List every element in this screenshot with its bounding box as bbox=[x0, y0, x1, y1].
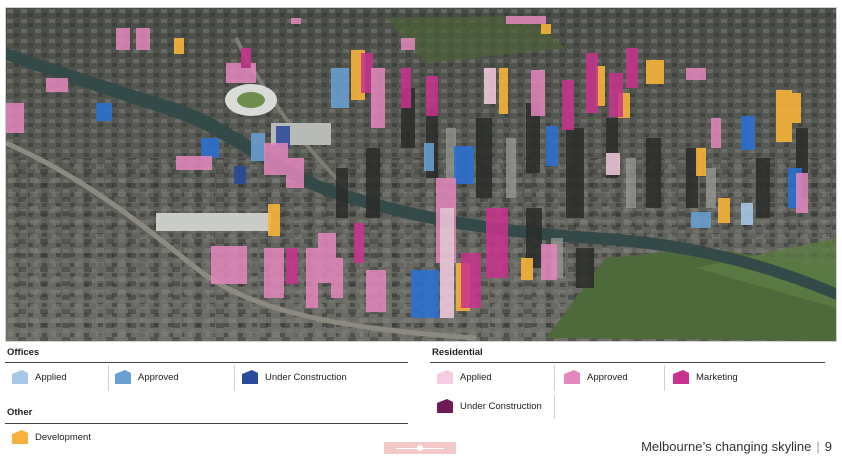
offices-approved-swatch-icon bbox=[115, 370, 131, 384]
residential-marketing-swatch-icon bbox=[673, 370, 689, 384]
legend-label: Under Construction bbox=[460, 400, 542, 412]
legend-label: Under Construction bbox=[265, 371, 347, 383]
offices-under-construction-swatch-icon bbox=[242, 370, 258, 384]
legend-item-offices-approved: Approved bbox=[115, 369, 179, 385]
legend-label: Development bbox=[35, 431, 91, 443]
legend-label: Approved bbox=[587, 371, 628, 383]
legend-item-offices-under-construction: Under Construction bbox=[242, 369, 347, 385]
residential-approved-swatch-icon bbox=[564, 370, 580, 384]
legend-item-residential-approved: Approved bbox=[564, 369, 628, 385]
residential-applied-swatch-icon bbox=[437, 370, 453, 384]
offices-applied-swatch-icon bbox=[12, 370, 28, 384]
legend-item-residential-marketing: Marketing bbox=[673, 369, 738, 385]
legend-item-other-development: Development bbox=[12, 429, 91, 445]
document-title: Melbourne’s changing skyline bbox=[641, 439, 812, 454]
residential-volumes bbox=[6, 16, 808, 318]
exhibition-building bbox=[156, 213, 271, 231]
footer-separator: | bbox=[816, 439, 820, 454]
office-volumes bbox=[96, 68, 802, 318]
page-scroll-indicator[interactable] bbox=[384, 442, 456, 454]
other-legend-title: Other bbox=[7, 407, 33, 418]
page-footer: Melbourne’s changing skyline | 9 bbox=[641, 439, 832, 454]
residential-under-construction-swatch-icon bbox=[437, 399, 453, 413]
residential-legend-title: Residential bbox=[432, 347, 483, 358]
legend-label: Applied bbox=[35, 371, 67, 383]
legend-item-residential-applied: Applied bbox=[437, 369, 492, 385]
legend-label: Marketing bbox=[696, 371, 738, 383]
offices-legend-title: Offices bbox=[7, 347, 40, 358]
rail-line bbox=[6, 140, 477, 341]
existing-buildings bbox=[336, 88, 808, 288]
yarra-river bbox=[6, 48, 836, 300]
residential-legend-rule bbox=[430, 362, 825, 363]
aerial-city-image bbox=[6, 8, 836, 341]
legend-item-offices-applied: Applied bbox=[12, 369, 67, 385]
scroll-handle[interactable] bbox=[417, 445, 423, 451]
development-volumes bbox=[174, 24, 801, 311]
legend-label: Applied bbox=[460, 371, 492, 383]
other-development-swatch-icon bbox=[12, 430, 28, 444]
other-legend-rule bbox=[5, 423, 408, 424]
legend-item-residential-under-construction: Under Construction bbox=[437, 398, 542, 414]
page-number: 9 bbox=[824, 439, 832, 454]
legend-label: Approved bbox=[138, 371, 179, 383]
offices-legend-rule bbox=[5, 362, 408, 363]
skyline-map bbox=[5, 7, 837, 342]
